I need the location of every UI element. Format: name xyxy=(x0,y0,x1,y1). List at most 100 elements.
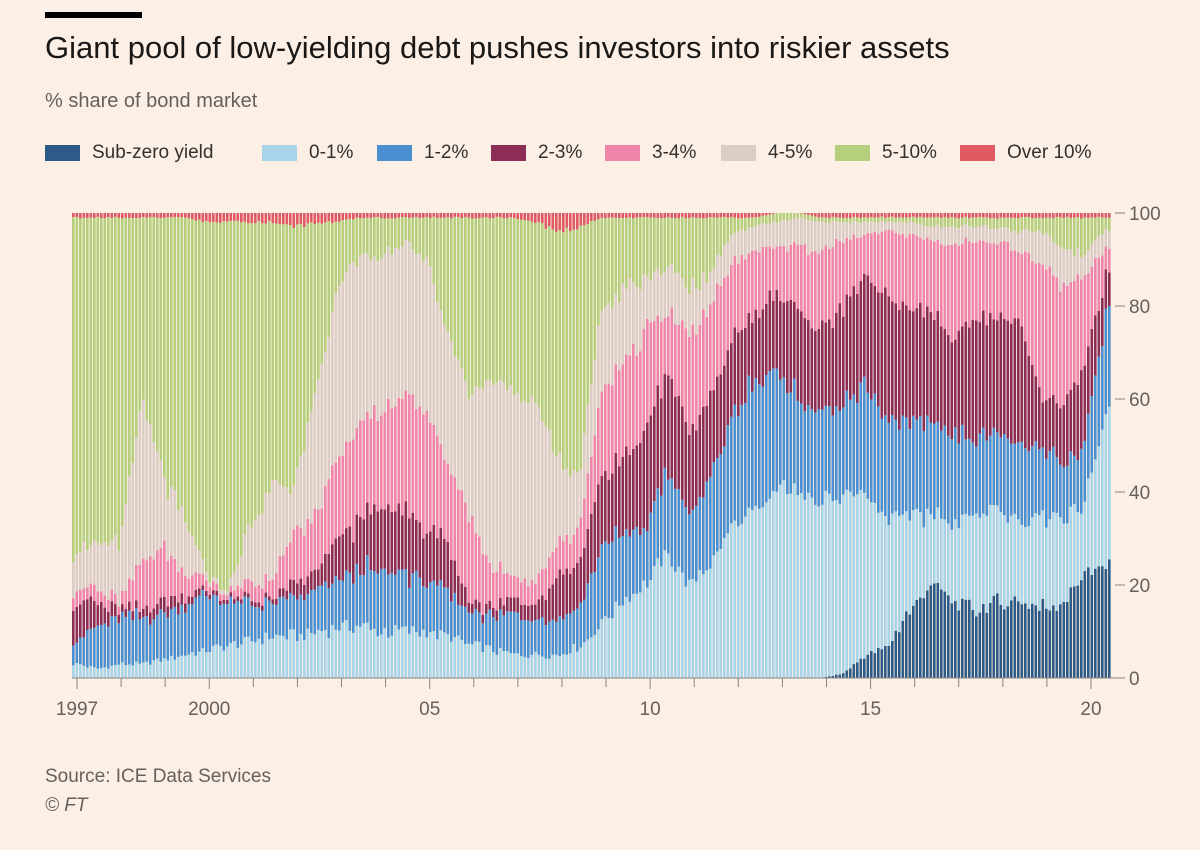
bar-segment xyxy=(667,217,670,267)
bar-segment xyxy=(744,231,747,260)
bar-segment xyxy=(866,213,870,218)
bar-segment xyxy=(1006,241,1010,321)
bar-segment xyxy=(110,589,114,602)
bar-segment xyxy=(362,420,366,520)
bar-segment xyxy=(205,572,208,581)
bar-segment xyxy=(677,218,681,273)
bar-segment xyxy=(877,292,880,407)
bar-segment xyxy=(443,324,446,460)
bar-segment xyxy=(464,606,467,645)
bar-segment xyxy=(390,218,394,255)
bar-segment xyxy=(814,504,817,678)
bar-segment xyxy=(877,512,880,648)
bar-segment xyxy=(894,630,898,678)
bar-segment xyxy=(1017,233,1020,253)
bar-segment xyxy=(632,343,635,449)
bar-segment xyxy=(537,221,541,407)
bar-segment xyxy=(691,423,695,510)
bar-segment xyxy=(226,595,229,600)
bar-segment xyxy=(940,326,943,431)
bar-segment xyxy=(152,608,156,620)
bar-segment xyxy=(387,213,390,219)
bar-segment xyxy=(233,641,236,678)
bar-segment xyxy=(355,217,359,267)
bar-segment xyxy=(968,438,971,516)
bar-segment xyxy=(901,217,905,223)
bar-segment xyxy=(114,213,117,217)
bar-segment xyxy=(516,612,520,654)
bar-segment xyxy=(390,511,394,573)
bar-segment xyxy=(145,661,149,678)
bar-segment xyxy=(149,556,152,613)
bar-segment xyxy=(541,569,544,596)
bar-segment xyxy=(873,222,877,232)
bar-segment xyxy=(303,600,306,641)
bar-segment xyxy=(551,213,555,230)
bar-segment xyxy=(131,462,135,581)
bar-segment xyxy=(233,220,236,573)
bar-segment xyxy=(345,570,348,620)
bar-segment xyxy=(712,268,716,302)
bar-segment xyxy=(352,261,355,440)
bar-segment xyxy=(852,394,856,497)
bar-segment xyxy=(628,278,632,356)
bar-segment xyxy=(656,315,660,386)
bar-segment xyxy=(688,213,691,219)
bar-segment xyxy=(947,595,950,678)
bar-segment xyxy=(957,528,961,611)
bar-segment xyxy=(632,281,635,344)
bar-segment xyxy=(751,391,754,510)
bar-segment xyxy=(737,218,740,232)
bar-segment xyxy=(877,234,880,293)
bar-segment xyxy=(359,255,362,421)
bar-segment xyxy=(642,527,646,581)
bar-segment xyxy=(691,324,695,424)
bar-segment xyxy=(156,451,159,551)
bar-segment xyxy=(177,510,180,573)
bar-segment xyxy=(89,628,93,666)
bar-segment xyxy=(887,213,891,218)
bar-segment xyxy=(366,555,369,623)
bar-segment xyxy=(446,217,450,332)
bar-segment xyxy=(152,619,156,661)
bar-segment xyxy=(429,266,432,423)
bar-segment xyxy=(495,620,499,655)
bar-segment xyxy=(208,213,212,223)
bar-segment xyxy=(1097,446,1101,567)
bar-segment xyxy=(457,635,460,678)
bar-segment xyxy=(173,659,177,678)
bar-segment xyxy=(905,213,908,218)
bar-segment xyxy=(887,645,891,678)
bar-segment xyxy=(166,499,170,561)
bar-segment xyxy=(947,334,950,436)
bar-segment xyxy=(121,590,124,605)
bar-segment xyxy=(569,573,572,614)
bar-segment xyxy=(716,217,719,255)
bar-segment xyxy=(1101,234,1104,256)
bar-segment xyxy=(684,328,688,422)
legend-swatch xyxy=(605,145,640,161)
bar-segment xyxy=(779,245,782,302)
bar-segment xyxy=(264,597,268,633)
bar-segment xyxy=(145,213,149,218)
bar-segment xyxy=(978,240,982,323)
bar-segment xyxy=(401,569,404,627)
bar-segment xyxy=(478,213,481,219)
bar-segment xyxy=(362,218,366,254)
chart-subtitle: % share of bond market xyxy=(45,90,258,112)
bar-segment xyxy=(492,651,495,678)
bar-segment xyxy=(310,633,313,678)
bar-segment xyxy=(663,374,667,468)
bar-segment xyxy=(772,300,775,369)
bar-segment xyxy=(1038,229,1041,263)
bar-segment xyxy=(282,213,285,225)
bar-segment xyxy=(208,582,212,588)
bar-segment xyxy=(86,213,89,219)
bar-segment xyxy=(229,596,233,643)
bar-segment xyxy=(1034,605,1038,678)
bar-segment xyxy=(1038,213,1041,218)
bar-segment xyxy=(992,595,996,678)
bar-segment xyxy=(933,423,936,520)
bar-segment xyxy=(926,590,929,678)
bar-segment xyxy=(107,626,110,669)
